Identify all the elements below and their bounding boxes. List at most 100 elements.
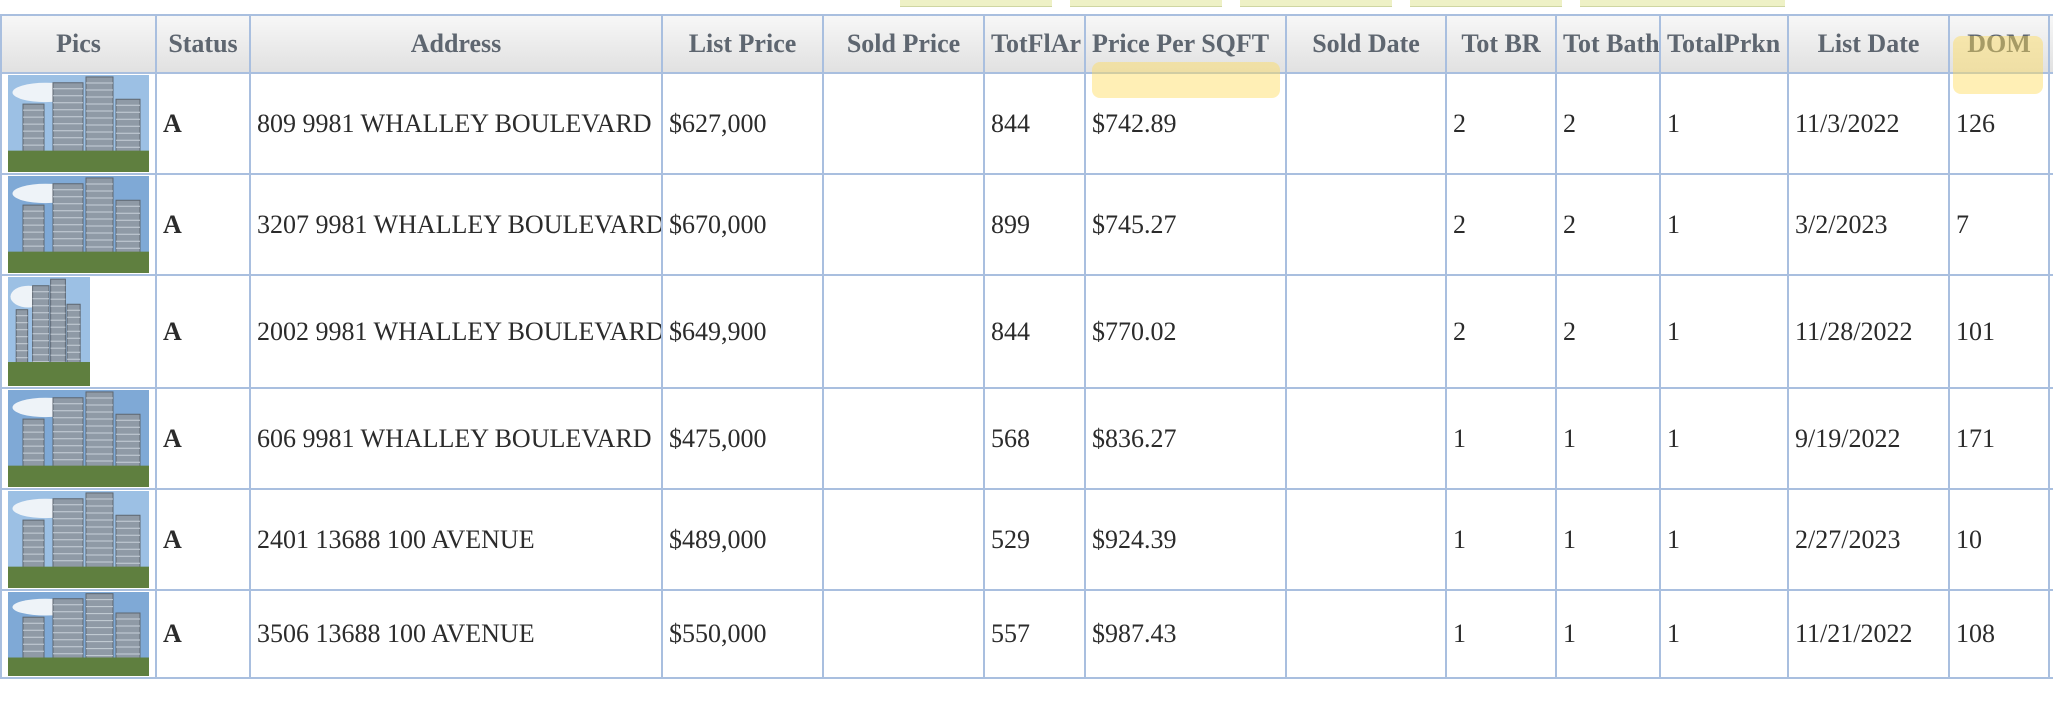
price-per-sqft-cell: $987.43 xyxy=(1084,589,1287,679)
tab-stub[interactable] xyxy=(900,0,1052,7)
address-cell: 3506 13688 100 AVENUE xyxy=(249,589,663,679)
tot-bath-cell: 2 xyxy=(1555,274,1661,389)
pic-cell[interactable] xyxy=(0,173,157,276)
overflow-cell: $ xyxy=(2048,387,2053,490)
tot-br-cell: 1 xyxy=(1445,488,1557,591)
tot-bath-cell: 2 xyxy=(1555,173,1661,276)
tot-fl-area-cell: 529 xyxy=(983,488,1086,591)
building-photo-icon[interactable] xyxy=(8,176,149,273)
dom-cell: 126 xyxy=(1948,72,2050,175)
column-header-tot-br[interactable]: Tot BR xyxy=(1445,14,1557,74)
address-cell: 2401 13688 100 AVENUE xyxy=(249,488,663,591)
total-prkn-cell: 1 xyxy=(1659,173,1789,276)
pic-cell[interactable] xyxy=(0,274,157,389)
list-date-cell: 11/28/2022 xyxy=(1787,274,1950,389)
tot-br-cell: 1 xyxy=(1445,589,1557,679)
table-row[interactable]: A 3506 13688 100 AVENUE $550,000 557 $987.43… xyxy=(0,589,2053,679)
sold-date-cell xyxy=(1285,274,1447,389)
building-photo-icon[interactable] xyxy=(8,491,149,588)
tot-bath-cell: 2 xyxy=(1555,72,1661,175)
tab-stub[interactable] xyxy=(1580,0,1785,7)
status-cell: A xyxy=(155,72,251,175)
listings-sheet: Pics Status Address List Price Sold Pric… xyxy=(0,14,2053,679)
building-photo-icon[interactable] xyxy=(8,277,149,386)
column-header-list-price[interactable]: List Price xyxy=(661,14,824,74)
table-row[interactable]: A 2401 13688 100 AVENUE $489,000 529 $924.39… xyxy=(0,488,2053,591)
list-price-cell: $649,900 xyxy=(661,274,824,389)
tot-br-cell: 2 xyxy=(1445,274,1557,389)
address-cell: 3207 9981 WHALLEY BOULEVARD xyxy=(249,173,663,276)
column-header-pics[interactable]: Pics xyxy=(0,14,157,74)
table-row[interactable]: A 2002 9981 WHALLEY BOULEVARD $649,900 844 $… xyxy=(0,274,2053,389)
list-date-cell: 11/3/2022 xyxy=(1787,72,1950,175)
column-header-address[interactable]: Address xyxy=(249,14,663,74)
dom-cell: 10 xyxy=(1948,488,2050,591)
column-header-total-prkn[interactable]: TotalPrkn xyxy=(1659,14,1789,74)
tot-bath-cell: 1 xyxy=(1555,589,1661,679)
sold-date-cell xyxy=(1285,589,1447,679)
dom-cell: 7 xyxy=(1948,173,2050,276)
top-tab-strip xyxy=(0,0,2053,14)
price-per-sqft-cell: $924.39 xyxy=(1084,488,1287,591)
list-date-cell: 3/2/2023 xyxy=(1787,173,1950,276)
overflow-cell: $ xyxy=(2048,173,2053,276)
price-per-sqft-cell: $770.02 xyxy=(1084,274,1287,389)
tab-stub[interactable] xyxy=(1240,0,1392,7)
building-photo-icon[interactable] xyxy=(8,75,149,172)
dom-cell: 171 xyxy=(1948,387,2050,490)
sold-price-cell xyxy=(822,72,985,175)
column-header-sold-date[interactable]: Sold Date xyxy=(1285,14,1447,74)
sold-price-cell xyxy=(822,173,985,276)
column-header-dom[interactable]: DOM xyxy=(1948,14,2050,74)
status-cell: A xyxy=(155,173,251,276)
list-price-cell: $489,000 xyxy=(661,488,824,591)
tot-br-cell: 2 xyxy=(1445,72,1557,175)
status-cell: A xyxy=(155,387,251,490)
column-header-list-date[interactable]: List Date xyxy=(1787,14,1950,74)
tot-fl-area-cell: 557 xyxy=(983,589,1086,679)
pic-cell[interactable] xyxy=(0,488,157,591)
pic-cell[interactable] xyxy=(0,589,157,679)
list-date-cell: 9/19/2022 xyxy=(1787,387,1950,490)
price-per-sqft-cell: $742.89 xyxy=(1084,72,1287,175)
status-cell: A xyxy=(155,274,251,389)
sold-price-cell xyxy=(822,387,985,490)
column-header-sold-price[interactable]: Sold Price xyxy=(822,14,985,74)
table-row[interactable]: A 606 9981 WHALLEY BOULEVARD $475,000 568 $8… xyxy=(0,387,2053,490)
column-header-overflow[interactable]: S xyxy=(2048,14,2053,74)
overflow-cell: $ xyxy=(2048,72,2053,175)
pic-cell[interactable] xyxy=(0,72,157,175)
building-photo-icon[interactable] xyxy=(8,390,149,487)
pic-cell[interactable] xyxy=(0,387,157,490)
sold-date-cell xyxy=(1285,488,1447,591)
building-photo-icon[interactable] xyxy=(8,592,149,676)
column-header-tot-bath[interactable]: Tot Bath xyxy=(1555,14,1661,74)
address-cell: 606 9981 WHALLEY BOULEVARD xyxy=(249,387,663,490)
total-prkn-cell: 1 xyxy=(1659,488,1789,591)
tot-fl-area-cell: 899 xyxy=(983,173,1086,276)
dom-cell: 108 xyxy=(1948,589,2050,679)
sold-price-cell xyxy=(822,589,985,679)
table-row[interactable]: A 3207 9981 WHALLEY BOULEVARD $670,000 899 $… xyxy=(0,173,2053,276)
dom-cell: 101 xyxy=(1948,274,2050,389)
tot-bath-cell: 1 xyxy=(1555,387,1661,490)
total-prkn-cell: 1 xyxy=(1659,274,1789,389)
tab-stub[interactable] xyxy=(1410,0,1562,7)
overflow-cell: $ xyxy=(2048,274,2053,389)
listings-table: Pics Status Address List Price Sold Pric… xyxy=(0,14,2053,679)
overflow-cell: $ xyxy=(2048,488,2053,591)
sold-price-cell xyxy=(822,488,985,591)
column-header-price-per-sqft[interactable]: Price Per SQFT xyxy=(1084,14,1287,74)
tab-stub[interactable] xyxy=(1070,0,1222,7)
list-date-cell: 11/21/2022 xyxy=(1787,589,1950,679)
status-cell: A xyxy=(155,488,251,591)
table-row[interactable]: A 809 9981 WHALLEY BOULEVARD $627,000 844 $7… xyxy=(0,72,2053,175)
column-header-status[interactable]: Status xyxy=(155,14,251,74)
list-price-cell: $550,000 xyxy=(661,589,824,679)
total-prkn-cell: 1 xyxy=(1659,72,1789,175)
tot-fl-area-cell: 568 xyxy=(983,387,1086,490)
tot-fl-area-cell: 844 xyxy=(983,72,1086,175)
list-price-cell: $670,000 xyxy=(661,173,824,276)
column-header-tot-fl-area[interactable]: TotFlAr xyxy=(983,14,1086,74)
price-per-sqft-cell: $745.27 xyxy=(1084,173,1287,276)
